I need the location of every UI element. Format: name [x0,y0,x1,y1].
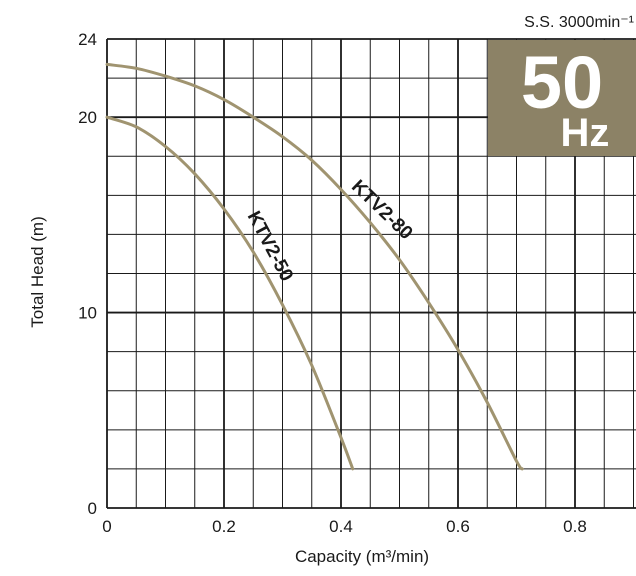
y-tick-label: 20 [78,108,97,127]
x-tick-label: 0.4 [329,517,353,536]
y-tick-label: 0 [88,499,97,518]
frequency-badge-unit: Hz [561,111,610,155]
x-tick-label: 0 [102,517,111,536]
performance-curves [105,62,524,471]
curve-ktv2-50 [105,115,355,471]
frequency-badge: 50 Hz [488,40,636,156]
speed-label: S.S. 3000min⁻¹ [524,14,634,31]
x-tick-label: 0.2 [212,517,236,536]
y-tick-label: 24 [78,30,97,49]
curve-ktv2-80 [105,62,524,471]
axis-ticks: 0 0.2 0.4 0.6 0.8 0 10 20 24 [78,30,587,536]
x-tick-label: 0.6 [446,517,470,536]
x-tick-label: 0.8 [563,517,587,536]
x-axis-title: Capacity (m³/min) [295,547,429,566]
frequency-badge-background [488,40,636,156]
frequency-badge-number: 50 [521,41,603,124]
y-axis-title: Total Head (m) [28,216,47,327]
y-tick-label: 10 [78,304,97,323]
